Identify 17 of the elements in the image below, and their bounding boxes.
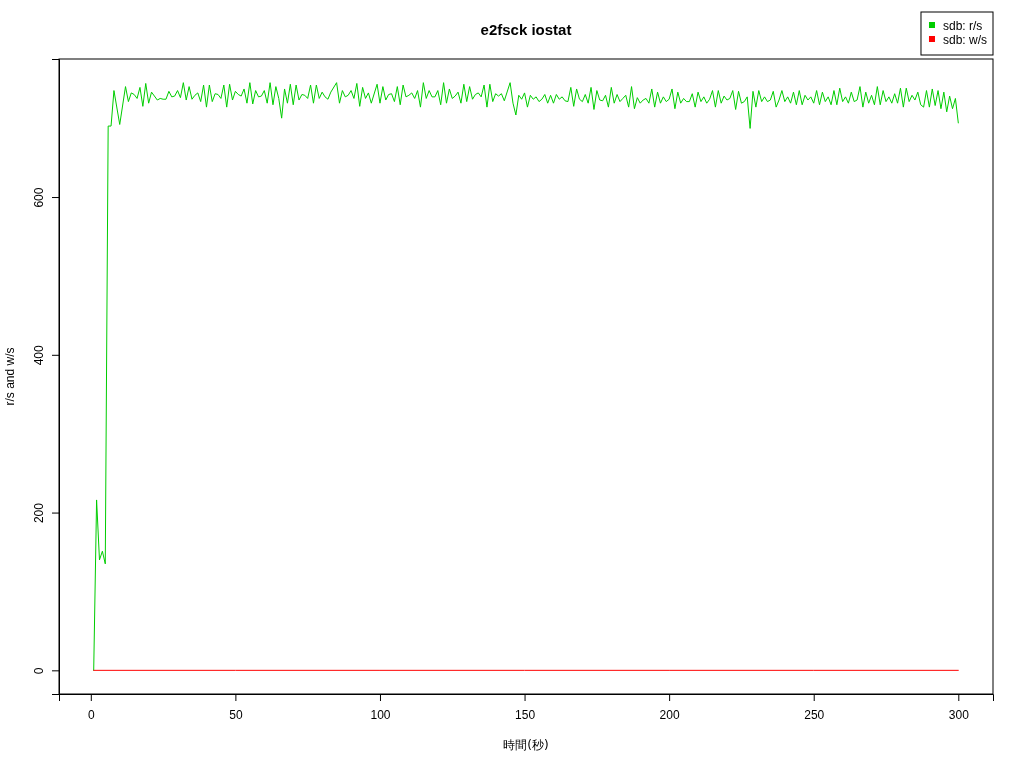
- y-tick-label: 0: [32, 667, 46, 675]
- x-tick-label: 150: [515, 707, 536, 722]
- y-tick-label: 200: [32, 502, 46, 524]
- legend-label: sdb: r/s: [942, 18, 983, 33]
- x-tick-label: 0: [87, 707, 95, 722]
- chart-title: e2fsck iostat: [480, 21, 572, 38]
- y-tick-label: 600: [32, 187, 46, 208]
- legend-label: sdb: w/s: [942, 32, 987, 47]
- x-tick-label: 300: [948, 707, 970, 722]
- x-tick-label: 50: [229, 707, 243, 722]
- y-axis-title: r/s and w/s: [3, 347, 17, 406]
- x-axis-title: 時間(秒): [503, 738, 549, 752]
- x-tick-label: 100: [370, 707, 391, 722]
- line-series: [93, 82, 959, 671]
- x-tick-label: 200: [659, 707, 680, 722]
- x-tick-label: 250: [804, 707, 825, 722]
- y-tick-label: 400: [32, 344, 46, 366]
